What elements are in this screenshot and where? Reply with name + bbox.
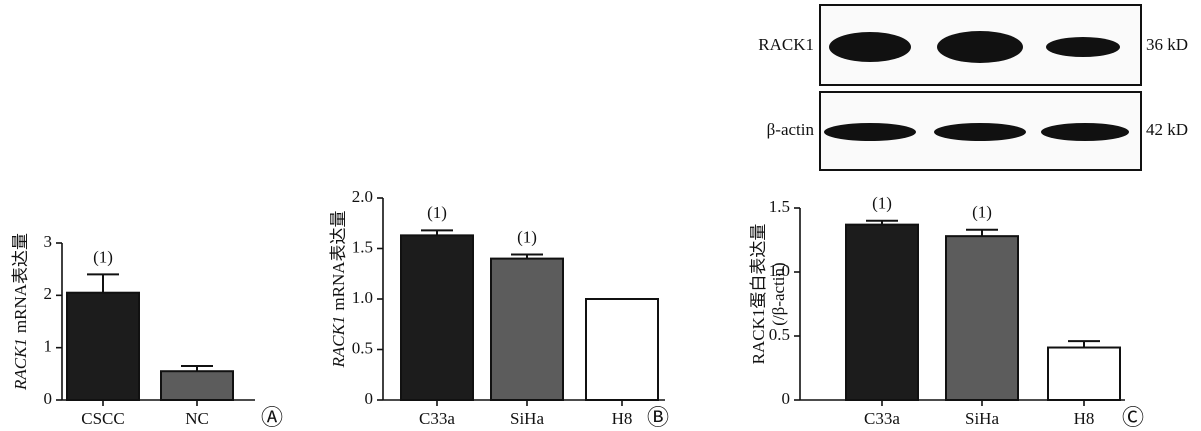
y-tick-label: 1.5 [352,237,373,256]
significance-label: (1) [872,194,892,213]
bar [66,291,140,402]
bar [845,223,919,401]
blot-size: 36 kD [1146,35,1188,54]
gene-name: RACK1 [329,316,348,369]
panel-label: Ⓒ [1122,405,1144,430]
band [1046,37,1120,57]
y-axis-label: RACK1 mRNA表达量 [11,233,30,391]
y-tick-label: 1.0 [769,261,790,280]
western-blot: RACK1 36 kD β-actin 42 kD [758,4,1188,171]
x-tick-label: SiHa [965,409,999,428]
x-tick-label: SiHa [510,409,544,428]
blot-label: RACK1 [758,35,814,54]
y-tick-label: 2.0 [352,187,373,206]
x-tick-label: H8 [1074,409,1095,428]
blot-size: 42 kD [1146,120,1188,139]
band [1041,123,1129,141]
band [934,123,1026,141]
x-tick-label: CSCC [81,409,124,428]
gene-name: RACK1 [11,338,30,391]
y-tick-label: 0 [44,389,53,408]
y-axis-label: (/β-actin) [769,262,788,325]
y-tick-label: 1 [44,337,53,356]
significance-label: (1) [93,247,113,266]
x-tick-label: C33a [864,409,900,428]
panel-label: Ⓐ [261,405,283,430]
y-tick-label: 0 [782,389,791,408]
significance-label: (1) [517,227,537,246]
bar [945,235,1019,401]
y-axis-label: RACK1 mRNA表达量 [329,210,348,368]
blot-label: β-actin [767,120,815,139]
significance-label: (1) [427,203,447,222]
bar [160,370,234,402]
band [937,31,1023,63]
band [824,123,916,141]
y-axis-label-text: mRNA表达量 [329,210,348,310]
bar [400,234,474,401]
bar [1047,346,1121,401]
y-tick-label: 1.0 [352,288,373,307]
y-tick-label: 1.5 [769,197,790,216]
bar [585,298,659,401]
significance-label: (1) [972,203,992,222]
band [829,32,911,62]
x-tick-label: C33a [419,409,455,428]
y-tick-label: 2 [44,284,53,303]
y-tick-label: 0.5 [352,338,373,357]
bar [490,257,564,401]
y-axis-label-text: mRNA表达量 [11,233,30,333]
y-tick-label: 0 [365,389,374,408]
y-tick-label: 0.5 [769,325,790,344]
y-axis-label: RACK1蛋白表达量 [749,224,768,365]
y-tick-label: 3 [44,232,53,251]
x-tick-label: NC [185,409,209,428]
x-tick-label: H8 [612,409,633,428]
panel-label: Ⓑ [647,405,669,430]
